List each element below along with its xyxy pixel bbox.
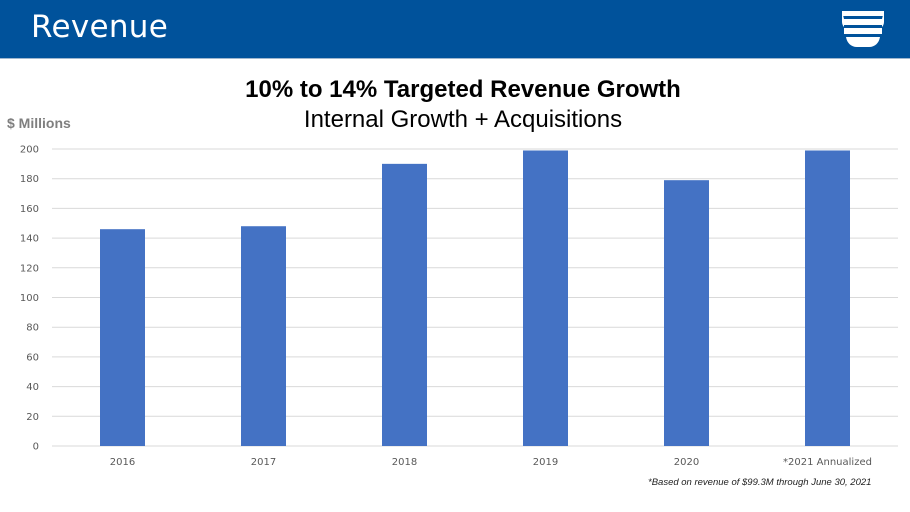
x-tick-label: 2016	[110, 457, 135, 468]
x-tick-label: 2017	[251, 457, 276, 468]
slide-header: Revenue	[0, 0, 910, 59]
slide-title: Revenue	[31, 9, 169, 45]
x-tick-label: 2018	[392, 457, 417, 468]
y-tick-label: 80	[26, 323, 39, 334]
y-tick-label: 0	[33, 442, 39, 453]
y-tick-label: 120	[20, 263, 39, 274]
gridlines	[52, 148, 898, 447]
company-shield-logo-icon	[842, 11, 884, 47]
bar-2016	[100, 229, 145, 446]
y-tick-label: 20	[26, 412, 39, 423]
x-tick-label: *2021 Annualized	[783, 457, 872, 468]
bar-2019	[523, 150, 568, 447]
x-tick-label: 2019	[533, 457, 558, 468]
footnote: *Based on revenue of $99.3M through June…	[648, 477, 872, 488]
y-tick-label: 60	[26, 352, 39, 363]
bar-2020	[664, 180, 709, 446]
y-tick-labels: 0 20 40 60 80 100 120 140 160 180 200	[20, 145, 39, 453]
y-tick-label: 160	[20, 204, 39, 215]
x-tick-label: 2020	[674, 457, 699, 468]
y-tick-label: 100	[20, 293, 39, 304]
y-tick-label: 140	[20, 234, 39, 245]
y-axis-label: $ Millions	[7, 115, 71, 131]
chart-subtitle: Internal Growth + Acquisitions	[303, 106, 623, 133]
bar-2018	[382, 163, 427, 446]
x-tick-labels: 2016 2017 2018 2019 2020 *2021 Annualized	[110, 457, 872, 468]
y-tick-label: 40	[26, 382, 39, 393]
y-tick-label: 200	[20, 145, 39, 156]
bar-2017	[241, 226, 286, 446]
bars	[100, 150, 850, 447]
bar-2021-annualized	[805, 150, 850, 447]
chart-title: 10% to 14% Targeted Revenue Growth	[245, 76, 681, 103]
y-tick-label: 180	[20, 174, 39, 185]
